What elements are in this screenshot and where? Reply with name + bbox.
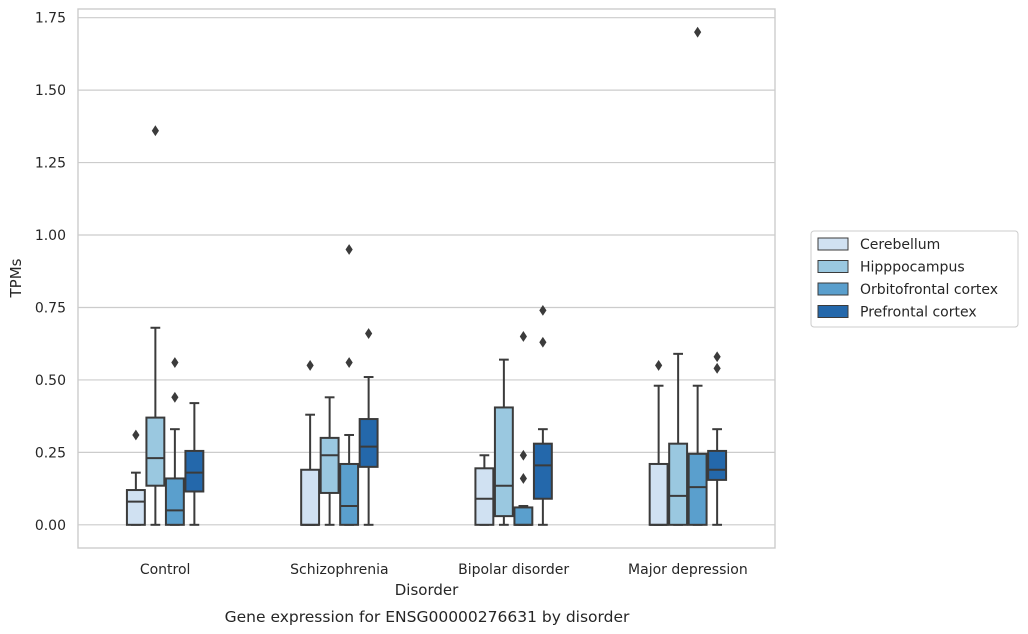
boxes [125,26,728,526]
outlier-point [519,449,527,461]
outlier-point [713,351,721,363]
outlier-point [345,244,353,255]
box-iqr [687,452,708,526]
box-group [474,454,495,526]
box-iqr [648,462,669,526]
y-tick-label: 0.25 [35,445,66,461]
legend-label: Prefrontal cortex [860,305,977,321]
x-tick-label: Control [140,562,191,578]
legend-label: Cerebellum [860,237,940,253]
x-tick-label: Schizophrenia [290,562,388,578]
outlier-point [519,473,527,484]
box-group [125,429,146,526]
box-iqr [493,406,514,518]
box-iqr [707,449,728,481]
box-group [145,125,166,526]
box-iqr [184,449,205,493]
box-group [648,360,669,526]
outlier-point [151,125,159,137]
legend-frame [810,230,1019,328]
box-group [164,357,185,526]
legend-swatch [817,260,849,273]
x-tick-label: Major depression [628,562,748,578]
y-tick-label: 1.25 [35,156,66,172]
chart-caption: Gene expression for ENSG00000276631 by d… [225,608,630,626]
box-group [707,351,728,526]
box-iqr [532,442,553,500]
box-iqr [358,418,379,468]
y-axis-title: TPMs [7,258,25,298]
box-group [513,331,534,526]
box-group [339,244,360,526]
y-tick-label: 0.00 [35,518,66,534]
box-group [319,396,340,526]
box-group [184,402,205,526]
box-group [668,352,689,526]
y-tick-label: 0.75 [35,300,66,316]
plot-frame [77,8,776,549]
y-tick-label: 1.00 [35,228,66,244]
legend: Cerebellum Hipppocampus Orbitofrontal cort… [810,230,1019,328]
outlier-point [306,360,314,371]
box-group [532,304,553,526]
legend-swatch [817,282,849,296]
legend-label: Orbitofrontal cortex [860,282,998,298]
outlier-point [365,328,373,339]
box-iqr [125,489,146,526]
box-group [300,360,321,526]
y-tick-label: 1.75 [35,11,66,27]
legend-label: Hipppocampus [860,260,965,276]
outlier-point [713,362,721,374]
outlier-point [539,304,547,316]
outlier-point [694,26,702,38]
x-axis-ticks: Control Schizophrenia Bipolar disorder Majo… [140,562,748,578]
legend-swatch [817,305,849,318]
y-tick-label: 0.50 [35,373,66,389]
outlier-point [171,357,179,368]
box-iqr [668,442,689,526]
box-group [687,26,708,526]
box-group [358,328,379,526]
outlier-point [132,429,140,441]
outlier-point [655,360,663,371]
outlier-point [171,391,179,403]
x-axis-title: Disorder [395,581,459,599]
box-iqr [300,468,321,526]
outlier-point [519,331,527,342]
box-group [493,358,514,526]
legend-swatch [817,237,849,251]
outlier-point [345,357,353,368]
y-tick-label: 1.50 [35,83,66,99]
box-iqr [513,506,534,526]
box-iqr [319,436,340,494]
box-iqr [474,467,495,526]
x-tick-label: Bipolar disorder [458,562,569,578]
outlier-point [539,336,547,348]
box-iqr [145,416,166,487]
box-iqr [339,462,360,526]
box-iqr [164,477,185,526]
y-axis-ticks: 0.00 0.25 0.50 0.75 1.00 1.25 1.50 1.75 [35,11,66,534]
